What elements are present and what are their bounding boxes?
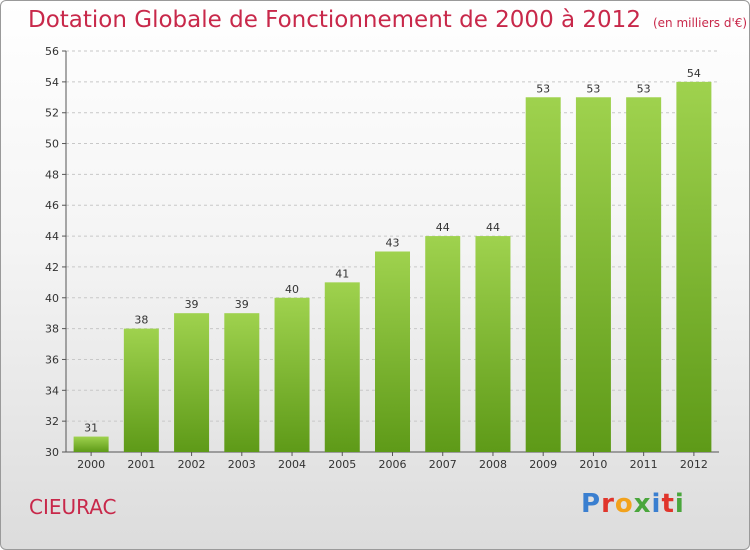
data-label: 54 <box>687 67 701 80</box>
logo-letter: t <box>661 489 675 519</box>
data-label: 38 <box>134 314 148 327</box>
y-tick-label: 32 <box>45 415 59 428</box>
y-tick-label: 54 <box>45 76 59 89</box>
x-tick-label: 2001 <box>127 458 155 471</box>
y-tick-label: 30 <box>45 446 59 459</box>
title-text: Dotation Globale de Fonctionnement de 20… <box>28 7 641 33</box>
bar <box>425 236 461 452</box>
data-label: 44 <box>486 221 500 234</box>
y-tick-label: 42 <box>45 261 59 274</box>
location-name: CIEURAC <box>29 495 117 519</box>
bar <box>123 328 159 452</box>
bar <box>676 81 712 452</box>
y-tick-label: 48 <box>45 168 59 181</box>
logo-letter: r <box>601 489 615 519</box>
labels: 31 38 39 39 40 41 43 44 44 53 53 53 54 <box>84 67 701 435</box>
bar <box>525 97 561 453</box>
x-tick-label: 2000 <box>77 458 105 471</box>
y-tick-label: 38 <box>45 323 59 336</box>
bar <box>575 97 611 453</box>
x-tick-label: 2005 <box>328 458 356 471</box>
axes: 30 32 34 36 38 40 42 44 46 48 50 52 54 56 2000 2001 2002… <box>45 45 719 471</box>
logo-letter: i <box>674 489 685 519</box>
bar <box>174 313 210 452</box>
bar <box>475 236 511 452</box>
x-tick-label: 2008 <box>479 458 507 471</box>
y-tick-label: 50 <box>45 138 59 151</box>
bar <box>224 313 260 452</box>
chart-title: Dotation Globale de Fonctionnement de 20… <box>28 7 747 33</box>
logo-letter: o <box>614 489 634 519</box>
data-label: 39 <box>185 298 199 311</box>
bar <box>626 97 662 453</box>
bars <box>73 81 712 453</box>
y-tick-label: 52 <box>45 107 59 120</box>
y-tick-label: 46 <box>45 199 59 212</box>
data-label: 44 <box>436 221 450 234</box>
bar <box>324 282 360 452</box>
x-tick-label: 2004 <box>278 458 306 471</box>
data-label: 41 <box>335 267 349 280</box>
bar <box>375 251 410 452</box>
y-tick-label: 36 <box>45 353 59 366</box>
x-tick-label: 2009 <box>529 458 557 471</box>
y-tick-label: 40 <box>45 292 59 305</box>
x-tick-label: 2011 <box>630 458 658 471</box>
data-label: 39 <box>235 298 249 311</box>
data-label: 53 <box>536 82 550 95</box>
bar <box>274 297 310 452</box>
data-label: 43 <box>386 237 400 250</box>
chart-unit: (en milliers d'€) <box>652 16 748 30</box>
data-label: 53 <box>637 82 651 95</box>
x-tick-label: 2002 <box>178 458 206 471</box>
proxiti-logo[interactable]: Proxiti <box>581 489 685 519</box>
x-tick-label: 2012 <box>680 458 708 471</box>
bar <box>73 436 109 452</box>
x-tick-label: 2010 <box>579 458 607 471</box>
x-tick-label: 2006 <box>379 458 407 471</box>
logo-letter: P <box>581 489 602 519</box>
y-tick-label: 34 <box>45 384 59 397</box>
logo-letter: i <box>651 489 662 519</box>
y-tick-label: 56 <box>45 45 59 58</box>
x-tick-label: 2007 <box>429 458 457 471</box>
logo-letter: x <box>633 489 652 519</box>
data-label: 40 <box>285 283 299 296</box>
y-tick-label: 44 <box>45 230 59 243</box>
data-label: 53 <box>586 82 600 95</box>
x-tick-label: 2003 <box>228 458 256 471</box>
data-label: 31 <box>84 422 98 435</box>
